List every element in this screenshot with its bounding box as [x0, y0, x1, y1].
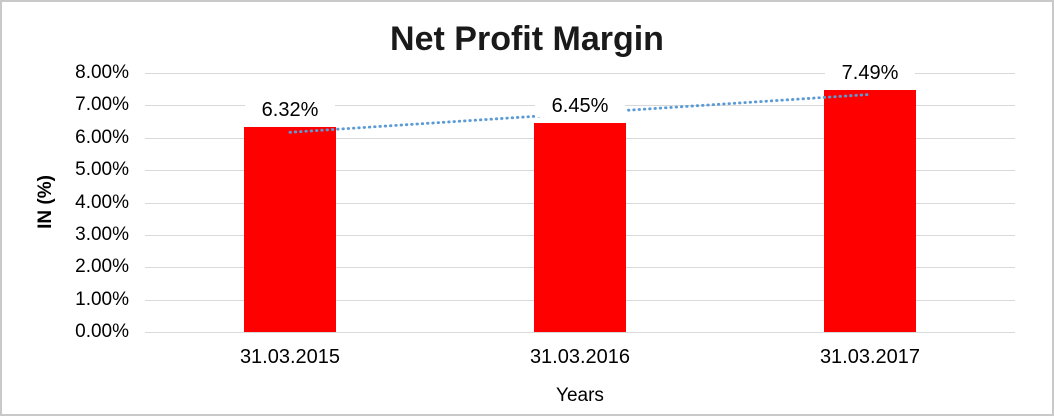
y-axis-tick-label: 2.00% — [75, 256, 129, 278]
x-axis-tick-label: 31.03.2015 — [239, 346, 341, 368]
data-label: 6.45% — [535, 95, 625, 118]
y-axis-tick-label: 1.00% — [75, 288, 129, 310]
bar-31.03.2015 — [244, 127, 336, 332]
y-axis-tick-label: 7.00% — [75, 94, 129, 116]
y-axis-tick-label: 8.00% — [75, 62, 129, 83]
gridline — [145, 332, 1015, 333]
plot-area: 6.32% 6.45% 7.49% — [145, 61, 1015, 333]
gridline — [145, 73, 1015, 74]
y-axis-tick-label: 3.00% — [75, 223, 129, 245]
chart-title: Net Profit Margin — [390, 20, 664, 58]
x-axis-title: Years — [556, 385, 604, 406]
x-axis-tick-label: 31.03.2017 — [819, 346, 921, 368]
y-axis-tick-label: 6.00% — [75, 126, 129, 148]
bar-31.03.2016 — [534, 123, 626, 332]
data-label: 6.32% — [245, 99, 335, 122]
y-axis-tick-label: 0.00% — [75, 321, 129, 342]
bar-31.03.2017 — [824, 89, 916, 332]
data-label: 7.49% — [825, 61, 915, 84]
y-axis-tick-label: 5.00% — [75, 159, 129, 181]
x-axis-tick-label: 31.03.2016 — [529, 346, 631, 368]
y-axis-tick-label: 4.00% — [75, 191, 129, 213]
